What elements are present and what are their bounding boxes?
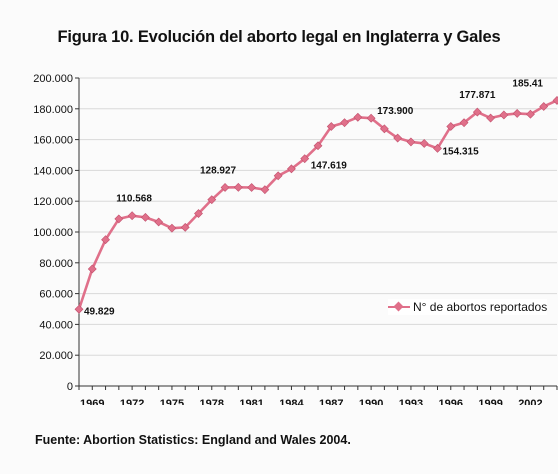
- data-point: [260, 185, 270, 195]
- data-label: 173.900: [377, 106, 414, 117]
- data-label: 147.619: [311, 161, 348, 172]
- legend-label: N° de abortos reportados: [413, 300, 548, 314]
- line-chart: 0 20.000 40.000 60.000 80.000 100.000 120.000 1…: [33, 73, 558, 405]
- x-tick-label: 2002: [518, 398, 542, 405]
- chart-title: Figura 10. Evolución del aborto legal en…: [57, 28, 501, 46]
- data-label: 110.568: [116, 194, 152, 205]
- data-point: [233, 182, 243, 192]
- x-tick-label: 1969: [80, 398, 104, 405]
- data-point: [419, 139, 429, 148]
- x-tick-label: 1978: [200, 398, 224, 405]
- data-point: [87, 264, 97, 274]
- x-tick-label: 1993: [399, 398, 423, 405]
- data-point: [552, 96, 558, 105]
- data-point: [167, 223, 177, 233]
- x-tick-label: 1990: [359, 398, 383, 405]
- data-point: [353, 112, 363, 122]
- y-tick-label: 160.000: [33, 135, 73, 147]
- data-point: [273, 171, 283, 181]
- data-label: 154.315: [443, 146, 480, 157]
- data-point: [379, 124, 389, 134]
- data-point: [114, 214, 124, 224]
- data-point: [499, 110, 509, 120]
- legend-marker-icon: [388, 301, 410, 313]
- data-point: [207, 195, 217, 205]
- x-tick-label: 1996: [439, 398, 463, 405]
- y-tick-label: 40.000: [39, 319, 73, 331]
- x-tick-label: 1999: [478, 398, 502, 405]
- y-tick-label: 200.000: [33, 73, 73, 85]
- data-point: [247, 183, 257, 192]
- data-point: [127, 211, 137, 221]
- x-tick-label: 1972: [120, 398, 144, 405]
- y-tick-label: 140.000: [33, 165, 73, 177]
- data-label: 185.41: [512, 78, 543, 89]
- data-label: 177.871: [459, 90, 496, 101]
- data-point: [326, 122, 336, 131]
- data-point: [512, 108, 522, 118]
- y-tick-label: 60.000: [39, 289, 73, 301]
- series-line: [77, 99, 558, 310]
- data-point: [287, 164, 296, 174]
- y-tick-label: 0: [67, 381, 73, 393]
- data-point: [366, 113, 376, 123]
- data-point: [539, 102, 549, 111]
- y-tick-label: 120.000: [33, 196, 73, 208]
- x-tick-label: 1987: [319, 398, 343, 405]
- data-point: [154, 217, 164, 227]
- data-point: [194, 209, 203, 218]
- data-point: [393, 133, 403, 143]
- data-point: [180, 222, 190, 232]
- x-tick-label: 1975: [160, 398, 184, 405]
- data-point: [433, 143, 442, 153]
- x-tick-label: 1984: [279, 398, 304, 405]
- data-point: [340, 118, 349, 128]
- data-label: 128.927: [200, 165, 237, 176]
- y-tick-label: 180.000: [33, 104, 73, 116]
- y-tick-label: 80.000: [39, 258, 73, 270]
- data-point: [472, 107, 482, 117]
- data-point: [220, 183, 230, 192]
- data-point: [526, 109, 535, 119]
- data-point: [406, 137, 416, 147]
- source-note: Fuente: Abortion Statistics: England and…: [35, 433, 351, 447]
- y-tick-label: 100.000: [33, 227, 73, 239]
- data-point: [459, 118, 469, 128]
- data-point: [300, 154, 310, 164]
- chart-area: 0 20.000 40.000 60.000 80.000 100.000 120.000 1…: [0, 60, 558, 405]
- chart-legend: N° de abortos reportados: [388, 299, 548, 315]
- data-point: [140, 212, 150, 222]
- data-point: [313, 141, 323, 151]
- data-point: [101, 235, 110, 245]
- x-tick-label: 1981: [239, 398, 263, 405]
- data-point: [74, 304, 84, 314]
- data-point: [486, 113, 496, 123]
- y-tick-label: 20.000: [39, 350, 73, 362]
- data-label: 49.829: [84, 306, 115, 317]
- data-point: [446, 122, 456, 131]
